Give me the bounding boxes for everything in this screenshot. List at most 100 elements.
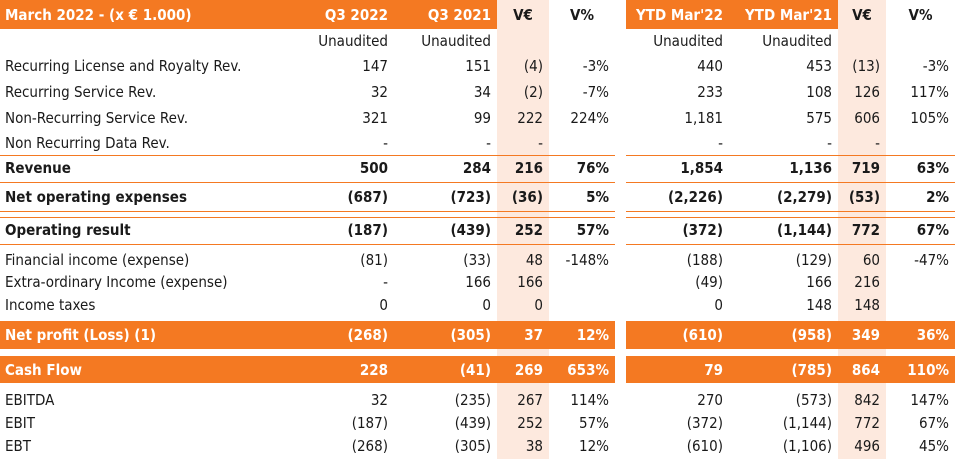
cell-var-eur: 0 [497, 293, 549, 316]
cell-ytd-2021: 453 [806, 57, 832, 75]
cell-var-eur: 38 [497, 434, 549, 458]
cell-q3-2022: (81) [360, 251, 388, 269]
cell-ytd-2022: (2,226) [667, 188, 723, 206]
cell-q3-2022: 228 [294, 356, 394, 383]
divider-line [0, 211, 615, 212]
cell-var-pct: 76% [576, 159, 609, 177]
cell-ytd-2021: 575 [806, 109, 832, 127]
cell-ytd-var-eur: 719 [838, 155, 886, 181]
table-row: EBITDA 32 (235) 267 114% 270 (573) 842 147% [0, 389, 968, 411]
row-label: Non-Recurring Service Rev. [5, 109, 189, 127]
cell-ytd-var-eur: 772 [838, 411, 886, 434]
cell-ytd-2022: (372) [686, 413, 723, 432]
cell-var-pct: -7% [582, 83, 609, 101]
cell-ytd-2022: (188) [686, 251, 723, 269]
col-var-eur: V€ [497, 0, 549, 29]
row-label: Revenue [5, 159, 71, 177]
cell-var-eur: 216 [497, 155, 549, 181]
cell-var-pct: -148% [565, 251, 609, 269]
subheader-row: Unaudited Unaudited Unaudited Unaudited [0, 29, 968, 53]
row-label: Extra-ordinary Income (expense) [5, 273, 228, 291]
cell-ytd-var-pct: 67% [916, 221, 949, 239]
cell-ytd-2021: (129) [795, 251, 832, 269]
cell-q3-2022: (187) [347, 221, 388, 239]
cell-q3-2021: (723) [450, 188, 491, 206]
divider-line [626, 155, 955, 156]
cell-ytd-var-eur: 606 [838, 105, 886, 131]
cell-q3-2021: 151 [465, 57, 491, 75]
cell-var-pct [549, 293, 615, 316]
cell-var-eur: (2) [497, 79, 549, 105]
table-title: March 2022 - (x € 1.000) [0, 0, 294, 29]
cell-q3-2021: (41) [394, 356, 497, 383]
cell-var-eur: 269 [497, 356, 549, 383]
cell-var-pct: 653% [549, 356, 615, 383]
table-row: Net operating expenses (687) (723) (36) 5% (2… [0, 184, 968, 210]
cell-ytd-var-eur: 216 [838, 271, 886, 293]
cell-ytd-2022: - [718, 134, 723, 152]
cell-var-pct [549, 131, 615, 155]
cell-ytd-2022: 0 [714, 295, 723, 314]
cell-q3-2022: 32 [370, 83, 388, 101]
cell-q3-2021: (305) [454, 437, 491, 455]
row-label: EBT [5, 437, 32, 455]
cell-var-pct: 12% [579, 437, 609, 455]
divider-line [626, 244, 955, 245]
divider-line [626, 217, 955, 218]
cell-ytd-var-eur: 148 [838, 293, 886, 316]
cell-var-eur: 48 [497, 249, 549, 271]
cell-ytd-var-pct: 110% [886, 356, 955, 383]
row-label: Non Recurring Data Rev. [5, 134, 170, 152]
table-row: Extra-ordinary Income (expense) - 166 166 (4… [0, 271, 968, 293]
cell-ytd-2022: (610) [626, 321, 729, 349]
col-ytd-var-eur: V€ [838, 0, 886, 29]
cell-q3-2021: (33) [463, 251, 491, 269]
cell-q3-2021: (439) [450, 221, 491, 239]
cell-ytd-2021: 1,136 [789, 159, 832, 177]
cell-q3-2022: (268) [351, 437, 388, 455]
cell-ytd-var-eur: 126 [838, 79, 886, 105]
row-label: Recurring License and Royalty Rev. [5, 57, 242, 75]
cell-ytd-2021: 166 [806, 273, 832, 291]
cell-q3-2021: (305) [394, 321, 497, 349]
cell-var-pct: 224% [570, 109, 609, 127]
cell-q3-2022: 0 [379, 295, 388, 314]
table-row: Non-Recurring Service Rev. 321 99 222 224% 1,… [0, 105, 968, 131]
cell-var-pct: 114% [570, 391, 609, 409]
cell-ytd-2021: 148 [806, 295, 832, 314]
cell-var-eur: 166 [497, 271, 549, 293]
cell-var-eur: 252 [497, 411, 549, 434]
table-row: Recurring License and Royalty Rev. 147 151… [0, 53, 968, 79]
cell-var-pct: -3% [582, 57, 609, 75]
row-label: Cash Flow [0, 356, 294, 383]
cell-var-eur: 267 [497, 389, 549, 411]
cell-ytd-var-pct: -3% [922, 57, 949, 75]
col-ytd-2021: YTD Mar'21 [729, 0, 838, 29]
cell-q3-2022: (687) [347, 188, 388, 206]
cell-ytd-2022: 1,854 [680, 159, 723, 177]
row-label: EBITDA [5, 391, 55, 409]
cell-q3-2021: 99 [473, 109, 491, 127]
col-q3-2021: Q3 2021 [394, 0, 497, 29]
divider-line [0, 155, 615, 156]
cell-ytd-var-pct [886, 131, 955, 155]
cell-q3-2021: 34 [473, 83, 491, 101]
cell-q3-2022: - [383, 134, 388, 152]
row-label: EBIT [5, 413, 35, 432]
cell-ytd-2021: 108 [806, 83, 832, 101]
table-row: Operating result (187) (439) 252 57% (372) (1,… [0, 217, 968, 243]
cell-q3-2022: (268) [294, 321, 394, 349]
cell-var-pct: 5% [586, 188, 609, 206]
table-row: EBIT (187) (439) 252 57% (372) (1,144) 772 67% [0, 411, 968, 434]
cell-ytd-var-eur: 842 [838, 389, 886, 411]
cell-ytd-var-eur: 60 [838, 249, 886, 271]
cell-q3-2021: - [486, 134, 491, 152]
cell-ytd-2022: (610) [686, 437, 723, 455]
table-row: Recurring Service Rev. 32 34 (2) -7% 233 108 12… [0, 79, 968, 105]
cell-ytd-var-eur: 349 [838, 321, 886, 349]
cell-q3-2021: 0 [482, 295, 491, 314]
cell-q3-2021: (439) [454, 413, 491, 432]
cell-var-eur: - [497, 131, 549, 155]
unaudited-label: Unaudited [762, 32, 832, 50]
